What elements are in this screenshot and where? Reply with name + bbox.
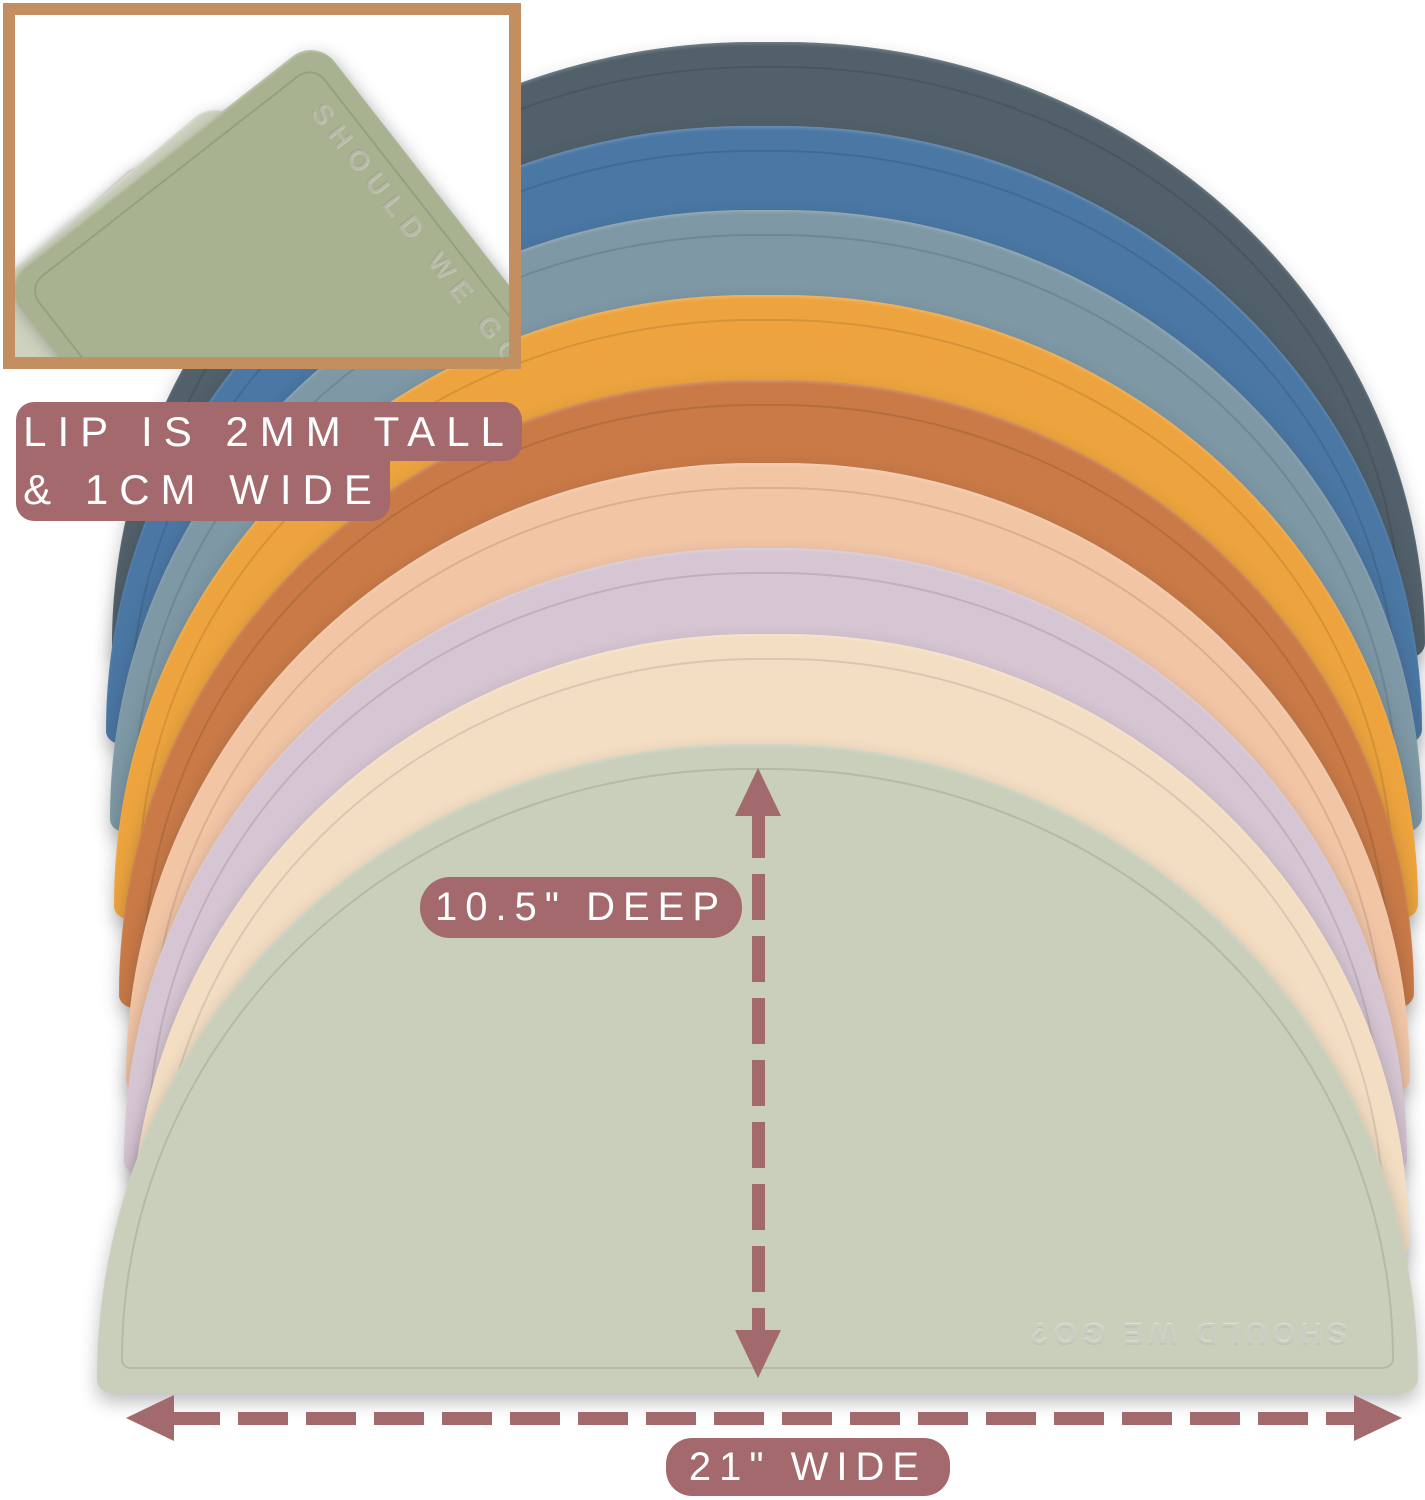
inset-placemat-sage: SHOULD WE GO? (15, 38, 509, 357)
width-arrowhead-left-icon (126, 1395, 174, 1441)
depth-arrowhead-up-icon (735, 768, 781, 816)
depth-label: 10.5" DEEP (420, 877, 742, 938)
depth-arrow-dashed-line (752, 812, 765, 1334)
embossed-brand-text: SHOULD WE GO? (1025, 1317, 1347, 1350)
width-arrow-dashed-line (170, 1412, 1358, 1425)
lip-detail-inset: SHOULD WE GO?SHOULD WE GO?SHOULD WE GO?S… (3, 3, 521, 369)
lip-groove (26, 63, 509, 357)
lip-size-label-line1: LIP IS 2MM TALL (16, 402, 522, 461)
width-arrowhead-right-icon (1354, 1395, 1402, 1441)
width-label: 21" WIDE (666, 1438, 950, 1496)
depth-arrowhead-down-icon (735, 1330, 781, 1378)
lip-size-label-line2: & 1CM WIDE (16, 459, 390, 521)
